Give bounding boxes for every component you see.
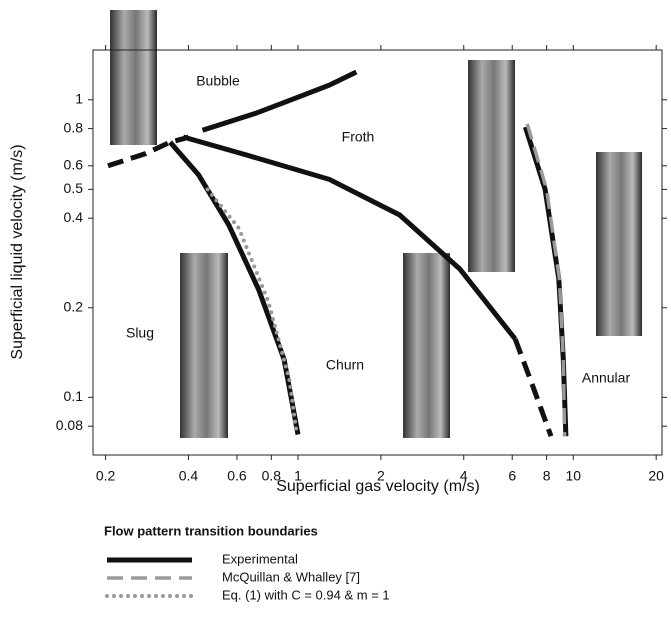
plot-frame (92, 49, 663, 456)
boundary-line (523, 126, 569, 437)
y-tick-label: 0.4 (64, 209, 84, 225)
photo-churn (403, 253, 450, 438)
boundary-line (525, 123, 567, 437)
photo-bubble (110, 10, 157, 145)
x-tick-label: 10 (566, 468, 582, 484)
photo-annular (596, 152, 642, 336)
x-tick-label: 1 (294, 468, 302, 484)
y-tick-label: 0.6 (64, 156, 84, 172)
legend-label: Eq. (1) with C = 0.94 & m = 1 (222, 587, 390, 602)
regime-label: Annular (582, 370, 631, 386)
x-tick-label: 2 (377, 468, 385, 484)
photo-froth (468, 60, 515, 272)
y-tick-label: 1 (75, 90, 83, 106)
x-axis-title: Superficial gas velocity (m/s) (276, 478, 480, 495)
x-tick-label: 20 (648, 468, 664, 484)
legend-label: Experimental (222, 551, 298, 566)
boundary-line (201, 69, 358, 133)
x-tick-label: 0.2 (96, 468, 116, 484)
regime-label: Bubble (196, 73, 240, 89)
x-tick-label: 8 (543, 468, 551, 484)
regime-label: Froth (342, 129, 375, 145)
y-tick-label: 0.08 (56, 417, 83, 433)
boundary-line (182, 134, 518, 341)
x-tick-label: 0.6 (227, 468, 247, 484)
y-tick-label: 0.2 (64, 298, 84, 314)
regime-label: Churn (326, 357, 364, 373)
flow-photos (110, 10, 642, 438)
y-tick-label: 0.8 (64, 119, 84, 135)
y-axis-title: Superficial liquid velocity (m/s) (9, 144, 26, 359)
x-tick-label: 4 (460, 468, 468, 484)
boundary-line (205, 187, 299, 437)
photo-slug (180, 253, 228, 438)
regime-label: Slug (126, 325, 154, 341)
y-tick-label: 0.5 (64, 180, 84, 196)
x-tick-label: 0.8 (262, 468, 282, 484)
x-tick-label: 6 (508, 468, 516, 484)
x-tick-label: 0.4 (179, 468, 199, 484)
y-tick-label: 0.1 (64, 388, 84, 404)
extrapolated-boundary (512, 338, 554, 438)
legend-label: McQuillan & Whalley [7] (222, 569, 360, 584)
legend-title: Flow pattern transition boundaries (104, 523, 318, 538)
